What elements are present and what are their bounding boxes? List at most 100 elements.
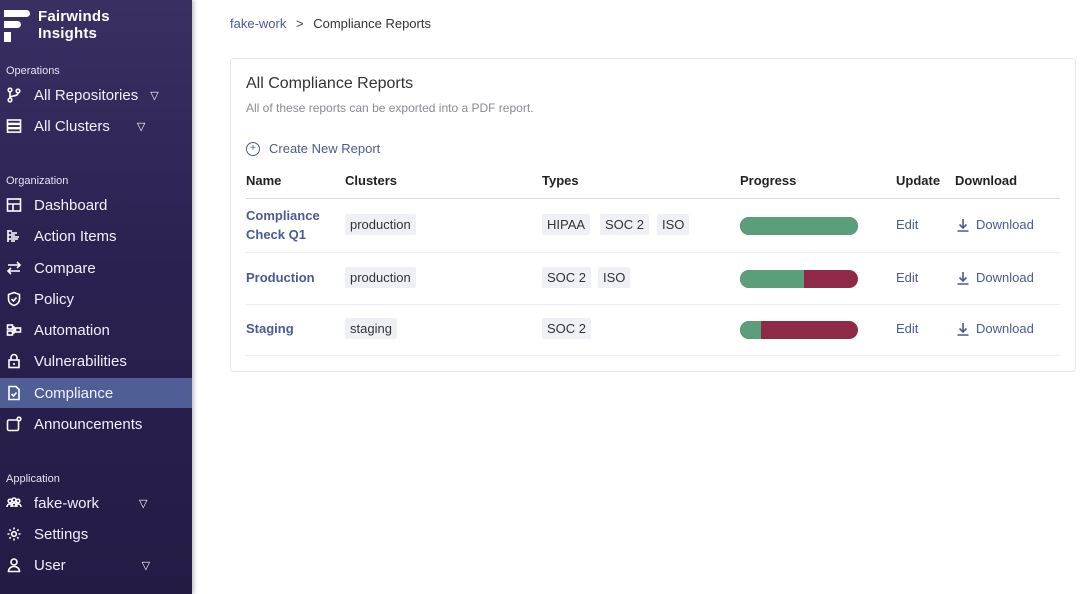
sidebar-item-all-clusters[interactable]: All Clusters ▽ <box>0 111 192 141</box>
download-label: Download <box>976 321 1034 336</box>
document-icon <box>6 385 22 401</box>
type-tag: HIPAA <box>542 214 591 235</box>
sidebar-item-label: User <box>34 556 66 574</box>
column-header-name: Name <box>246 173 282 188</box>
gear-icon <box>6 526 22 542</box>
type-tag: SOC 2 <box>600 214 650 235</box>
row-divider <box>246 304 1060 305</box>
brand-line1: Fairwinds <box>38 8 110 25</box>
breadcrumb-parent-link[interactable]: fake-work <box>230 16 287 31</box>
download-link[interactable]: Download <box>956 217 1034 232</box>
report-name-link[interactable]: Production <box>246 270 315 285</box>
compliance-reports-card: All Compliance Reports All of these repo… <box>230 58 1076 372</box>
cluster-tag: production <box>345 267 416 288</box>
fairwinds-logo[interactable]: Fairwinds Insights <box>4 8 110 42</box>
progress-fill <box>740 217 858 235</box>
page-title: All Compliance Reports <box>246 75 414 92</box>
column-header-download: Download <box>955 173 1018 188</box>
sidebar-item-compliance[interactable]: Compliance <box>0 378 192 408</box>
progress-bar <box>740 321 858 339</box>
plus-circle-icon: + <box>246 141 260 156</box>
sidebar-item-fake-work[interactable]: fake-work ▽ <box>0 488 192 518</box>
progress-bar <box>740 270 858 288</box>
automation-icon <box>6 322 22 338</box>
sidebar-item-label: Settings <box>34 525 89 543</box>
progress-bar <box>740 217 858 235</box>
progress-fill <box>740 270 804 288</box>
download-link[interactable]: Download <box>956 270 1034 285</box>
brand-name: Fairwinds Insights <box>38 8 110 42</box>
type-tag: SOC 2 <box>542 267 592 288</box>
sidebar-item-action-items[interactable]: Action Items <box>0 221 192 251</box>
sidebar-item-label: Policy <box>34 290 75 308</box>
create-new-report-button[interactable]: + Create New Report <box>246 141 380 156</box>
breadcrumb-current: Compliance Reports <box>313 16 431 31</box>
announcement-icon <box>6 416 22 432</box>
server-icon <box>6 118 22 134</box>
cluster-tag: production <box>345 214 416 235</box>
sidebar-item-label: Action Items <box>34 227 117 245</box>
chevron-down-icon[interactable]: ▽ <box>141 559 151 572</box>
list-icon <box>6 228 22 244</box>
column-header-types: Types <box>542 173 579 188</box>
breadcrumb: fake-work > Compliance Reports <box>230 16 431 31</box>
sidebar-item-label: Announcements <box>34 415 143 433</box>
section-organization: Organization <box>6 175 69 187</box>
sidebar-item-label: Compliance <box>34 384 114 402</box>
sidebar-item-user[interactable]: User ▽ <box>0 550 192 580</box>
sidebar-item-vulnerabilities[interactable]: Vulnerabilities <box>0 346 192 376</box>
edit-link[interactable]: Edit <box>896 270 919 285</box>
shield-icon <box>6 291 22 307</box>
report-name-link[interactable]: Compliance Check Q1 <box>246 208 320 242</box>
sidebar-item-announcements[interactable]: Announcements <box>0 409 192 439</box>
sidebar-item-label: Vulnerabilities <box>34 352 127 370</box>
page-subtitle: All of these reports can be exported int… <box>246 101 534 115</box>
dashboard-icon <box>6 197 22 213</box>
sidebar-item-compare[interactable]: Compare <box>0 253 192 283</box>
sidebar-item-label: Compare <box>34 259 96 277</box>
sidebar-item-settings[interactable]: Settings <box>0 519 192 549</box>
logo-mark-icon <box>4 8 32 42</box>
chevron-down-icon[interactable]: ▽ <box>139 497 148 510</box>
column-header-clusters: Clusters <box>345 173 398 188</box>
create-new-report-label: Create New Report <box>269 141 381 156</box>
chevron-down-icon[interactable]: ▽ <box>150 89 159 102</box>
arrows-icon <box>6 260 22 276</box>
download-label: Download <box>976 270 1034 285</box>
sidebar: Fairwinds Insights Operations All Reposi… <box>0 0 192 594</box>
sidebar-item-dashboard[interactable]: Dashboard <box>0 190 192 220</box>
user-icon <box>6 557 22 573</box>
chevron-down-icon[interactable]: ▽ <box>136 120 146 133</box>
sidebar-item-all-repositories[interactable]: All Repositories ▽ <box>0 80 192 110</box>
row-divider <box>246 355 1060 356</box>
row-divider <box>246 252 1060 253</box>
section-operations: Operations <box>6 65 60 77</box>
sidebar-item-label: Automation <box>34 321 110 339</box>
edit-link[interactable]: Edit <box>896 321 919 336</box>
report-name-link[interactable]: Staging <box>246 321 294 336</box>
brand-line2: Insights <box>38 25 98 42</box>
column-header-update: Update <box>896 173 941 188</box>
breadcrumb-separator: > <box>295 16 304 31</box>
type-tag: ISO <box>598 267 631 288</box>
lock-icon <box>6 353 22 369</box>
type-tag: ISO <box>657 214 690 235</box>
download-link[interactable]: Download <box>956 321 1034 336</box>
section-application: Application <box>6 473 60 485</box>
edit-link[interactable]: Edit <box>896 217 919 232</box>
header-divider <box>246 198 1060 199</box>
download-icon <box>957 218 969 232</box>
sidebar-item-label: fake-work <box>34 494 100 512</box>
download-icon <box>957 271 969 285</box>
team-icon <box>6 495 22 511</box>
sidebar-item-policy[interactable]: Policy <box>0 284 192 314</box>
sidebar-item-label: All Repositories <box>34 86 139 104</box>
column-header-progress: Progress <box>740 173 797 188</box>
sidebar-item-label: Dashboard <box>34 196 108 214</box>
download-icon <box>957 322 969 336</box>
sidebar-item-automation[interactable]: Automation <box>0 315 192 345</box>
progress-fill <box>740 321 762 339</box>
type-tag: SOC 2 <box>542 318 592 339</box>
branch-icon <box>6 87 22 103</box>
cluster-tag: staging <box>345 318 397 339</box>
